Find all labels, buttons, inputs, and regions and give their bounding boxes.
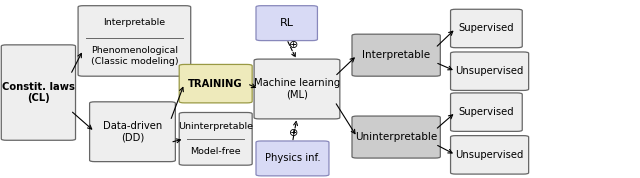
FancyBboxPatch shape [352,116,440,158]
Text: Interpretable: Interpretable [103,18,166,27]
Text: Uninterpretable: Uninterpretable [355,132,437,142]
Text: Phenomenological
(Classic modeling): Phenomenological (Classic modeling) [91,46,178,66]
FancyBboxPatch shape [451,9,522,48]
FancyBboxPatch shape [451,136,529,174]
FancyBboxPatch shape [352,34,440,76]
Text: TRAINING: TRAINING [188,79,243,89]
FancyBboxPatch shape [451,52,529,90]
Text: Interpretable: Interpretable [362,50,430,60]
Text: Constit. laws
(CL): Constit. laws (CL) [2,82,75,103]
FancyBboxPatch shape [254,59,340,119]
Text: Machine learning
(ML): Machine learning (ML) [254,78,340,100]
Text: Unsupervised: Unsupervised [456,150,524,160]
Text: Model-free: Model-free [190,147,241,156]
Text: ⊕: ⊕ [289,128,298,138]
Text: Supervised: Supervised [459,23,514,33]
FancyBboxPatch shape [179,112,252,165]
Text: Supervised: Supervised [459,107,514,117]
FancyBboxPatch shape [256,141,329,176]
Text: RL: RL [280,18,294,28]
Text: Unsupervised: Unsupervised [456,66,524,76]
Text: Uninterpretable: Uninterpretable [178,122,253,131]
Text: Physics inf.: Physics inf. [265,153,320,163]
FancyBboxPatch shape [1,45,76,140]
FancyBboxPatch shape [451,93,522,131]
Text: Data-driven
(DD): Data-driven (DD) [103,121,162,143]
FancyBboxPatch shape [256,6,317,41]
FancyBboxPatch shape [78,6,191,76]
Text: ⊕: ⊕ [289,40,298,50]
FancyBboxPatch shape [179,64,252,103]
FancyBboxPatch shape [90,102,175,162]
